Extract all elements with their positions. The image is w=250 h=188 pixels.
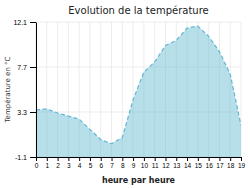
tick: -1.1 bbox=[15, 154, 36, 161]
tick-mark bbox=[122, 157, 123, 161]
tick-mark bbox=[209, 157, 210, 161]
tick-mark bbox=[30, 22, 36, 23]
tick-label: 7 bbox=[110, 162, 114, 169]
x-axis: 012345678910111213141516171819 bbox=[35, 157, 246, 169]
tick-label: 1 bbox=[45, 162, 49, 169]
tick: 3.3 bbox=[17, 109, 36, 116]
tick-mark bbox=[36, 157, 37, 161]
tick: 4 bbox=[78, 157, 82, 169]
tick-mark bbox=[112, 157, 113, 161]
tick: 13 bbox=[173, 157, 181, 169]
tick: 6 bbox=[99, 157, 103, 169]
y-axis: -1.1 3.3 7.7 12.1 bbox=[13, 19, 36, 161]
tick: 8 bbox=[121, 157, 125, 169]
chart: 012345678910111213141516171819-1.13.37.7… bbox=[0, 0, 250, 188]
tick: 3 bbox=[67, 157, 71, 169]
plot-area: 012345678910111213141516171819-1.13.37.7… bbox=[13, 19, 245, 169]
tick-label: 17 bbox=[216, 162, 224, 169]
grid-line bbox=[36, 22, 37, 157]
tick-label: 10 bbox=[141, 162, 149, 169]
tick-label: 8 bbox=[121, 162, 125, 169]
tick-label: 4 bbox=[78, 162, 82, 169]
tick: 1 bbox=[45, 157, 49, 169]
tick: 18 bbox=[227, 157, 235, 169]
axis-line bbox=[37, 157, 242, 158]
tick-label: 7.7 bbox=[17, 64, 27, 71]
tick-label: 13 bbox=[173, 162, 181, 169]
grid-line bbox=[111, 22, 112, 157]
tick-mark bbox=[30, 67, 36, 68]
tick: 15 bbox=[195, 157, 203, 169]
tick: 19 bbox=[238, 157, 246, 169]
tick-mark bbox=[187, 157, 188, 161]
x-axis-title: heure par heure bbox=[102, 176, 176, 185]
tick: 17 bbox=[216, 157, 224, 169]
tick-mark bbox=[68, 157, 69, 161]
tick-label: 12.1 bbox=[13, 19, 27, 26]
tick-mark bbox=[90, 157, 91, 161]
tick-mark bbox=[165, 157, 166, 161]
tick-label: 19 bbox=[238, 162, 246, 169]
tick-mark bbox=[176, 157, 177, 161]
tick: 7.7 bbox=[17, 64, 36, 71]
tick: 12.1 bbox=[13, 19, 36, 26]
grid bbox=[36, 22, 241, 157]
tick-label: 3.3 bbox=[17, 109, 27, 116]
tick-mark bbox=[101, 157, 102, 161]
tick: 11 bbox=[152, 157, 159, 169]
grid-line bbox=[36, 22, 241, 23]
tick-label: 14 bbox=[184, 162, 192, 169]
tick-mark bbox=[198, 157, 199, 161]
tick: 5 bbox=[89, 157, 93, 169]
y-axis-title: Température en °C bbox=[4, 56, 12, 123]
tick-mark bbox=[30, 157, 36, 158]
grid-line bbox=[100, 22, 101, 157]
tick-label: 5 bbox=[89, 162, 93, 169]
tick: 14 bbox=[184, 157, 192, 169]
tick-label: 6 bbox=[99, 162, 103, 169]
tick-mark bbox=[79, 157, 80, 161]
tick-mark bbox=[47, 157, 48, 161]
tick-label: 3 bbox=[67, 162, 71, 169]
tick-label: 0 bbox=[35, 162, 39, 169]
tick-mark bbox=[155, 157, 156, 161]
tick-mark bbox=[241, 157, 242, 161]
tick: 2 bbox=[56, 157, 60, 169]
title: Evolution de la température bbox=[68, 5, 208, 16]
tick-mark bbox=[230, 157, 231, 161]
tick: 16 bbox=[206, 157, 214, 169]
tick: 12 bbox=[162, 157, 170, 169]
tick-label: 15 bbox=[195, 162, 203, 169]
tick-mark bbox=[219, 157, 220, 161]
tick-label: -1.1 bbox=[15, 154, 27, 161]
tick-label: 18 bbox=[227, 162, 235, 169]
marks bbox=[36, 26, 241, 157]
tick-mark bbox=[58, 157, 59, 161]
tick-label: 11 bbox=[152, 162, 159, 169]
area bbox=[36, 26, 241, 157]
line bbox=[36, 26, 241, 144]
tick: 7 bbox=[110, 157, 114, 169]
tick-mark bbox=[133, 157, 134, 161]
tick-mark bbox=[30, 112, 36, 113]
tick: 10 bbox=[141, 157, 149, 169]
axis-line bbox=[36, 23, 37, 158]
tick: 9 bbox=[132, 157, 136, 169]
tick-label: 16 bbox=[206, 162, 214, 169]
tick-label: 2 bbox=[56, 162, 60, 169]
tick: 0 bbox=[35, 157, 39, 169]
tick-mark bbox=[144, 157, 145, 161]
tick-label: 12 bbox=[162, 162, 170, 169]
tick-label: 9 bbox=[132, 162, 136, 169]
